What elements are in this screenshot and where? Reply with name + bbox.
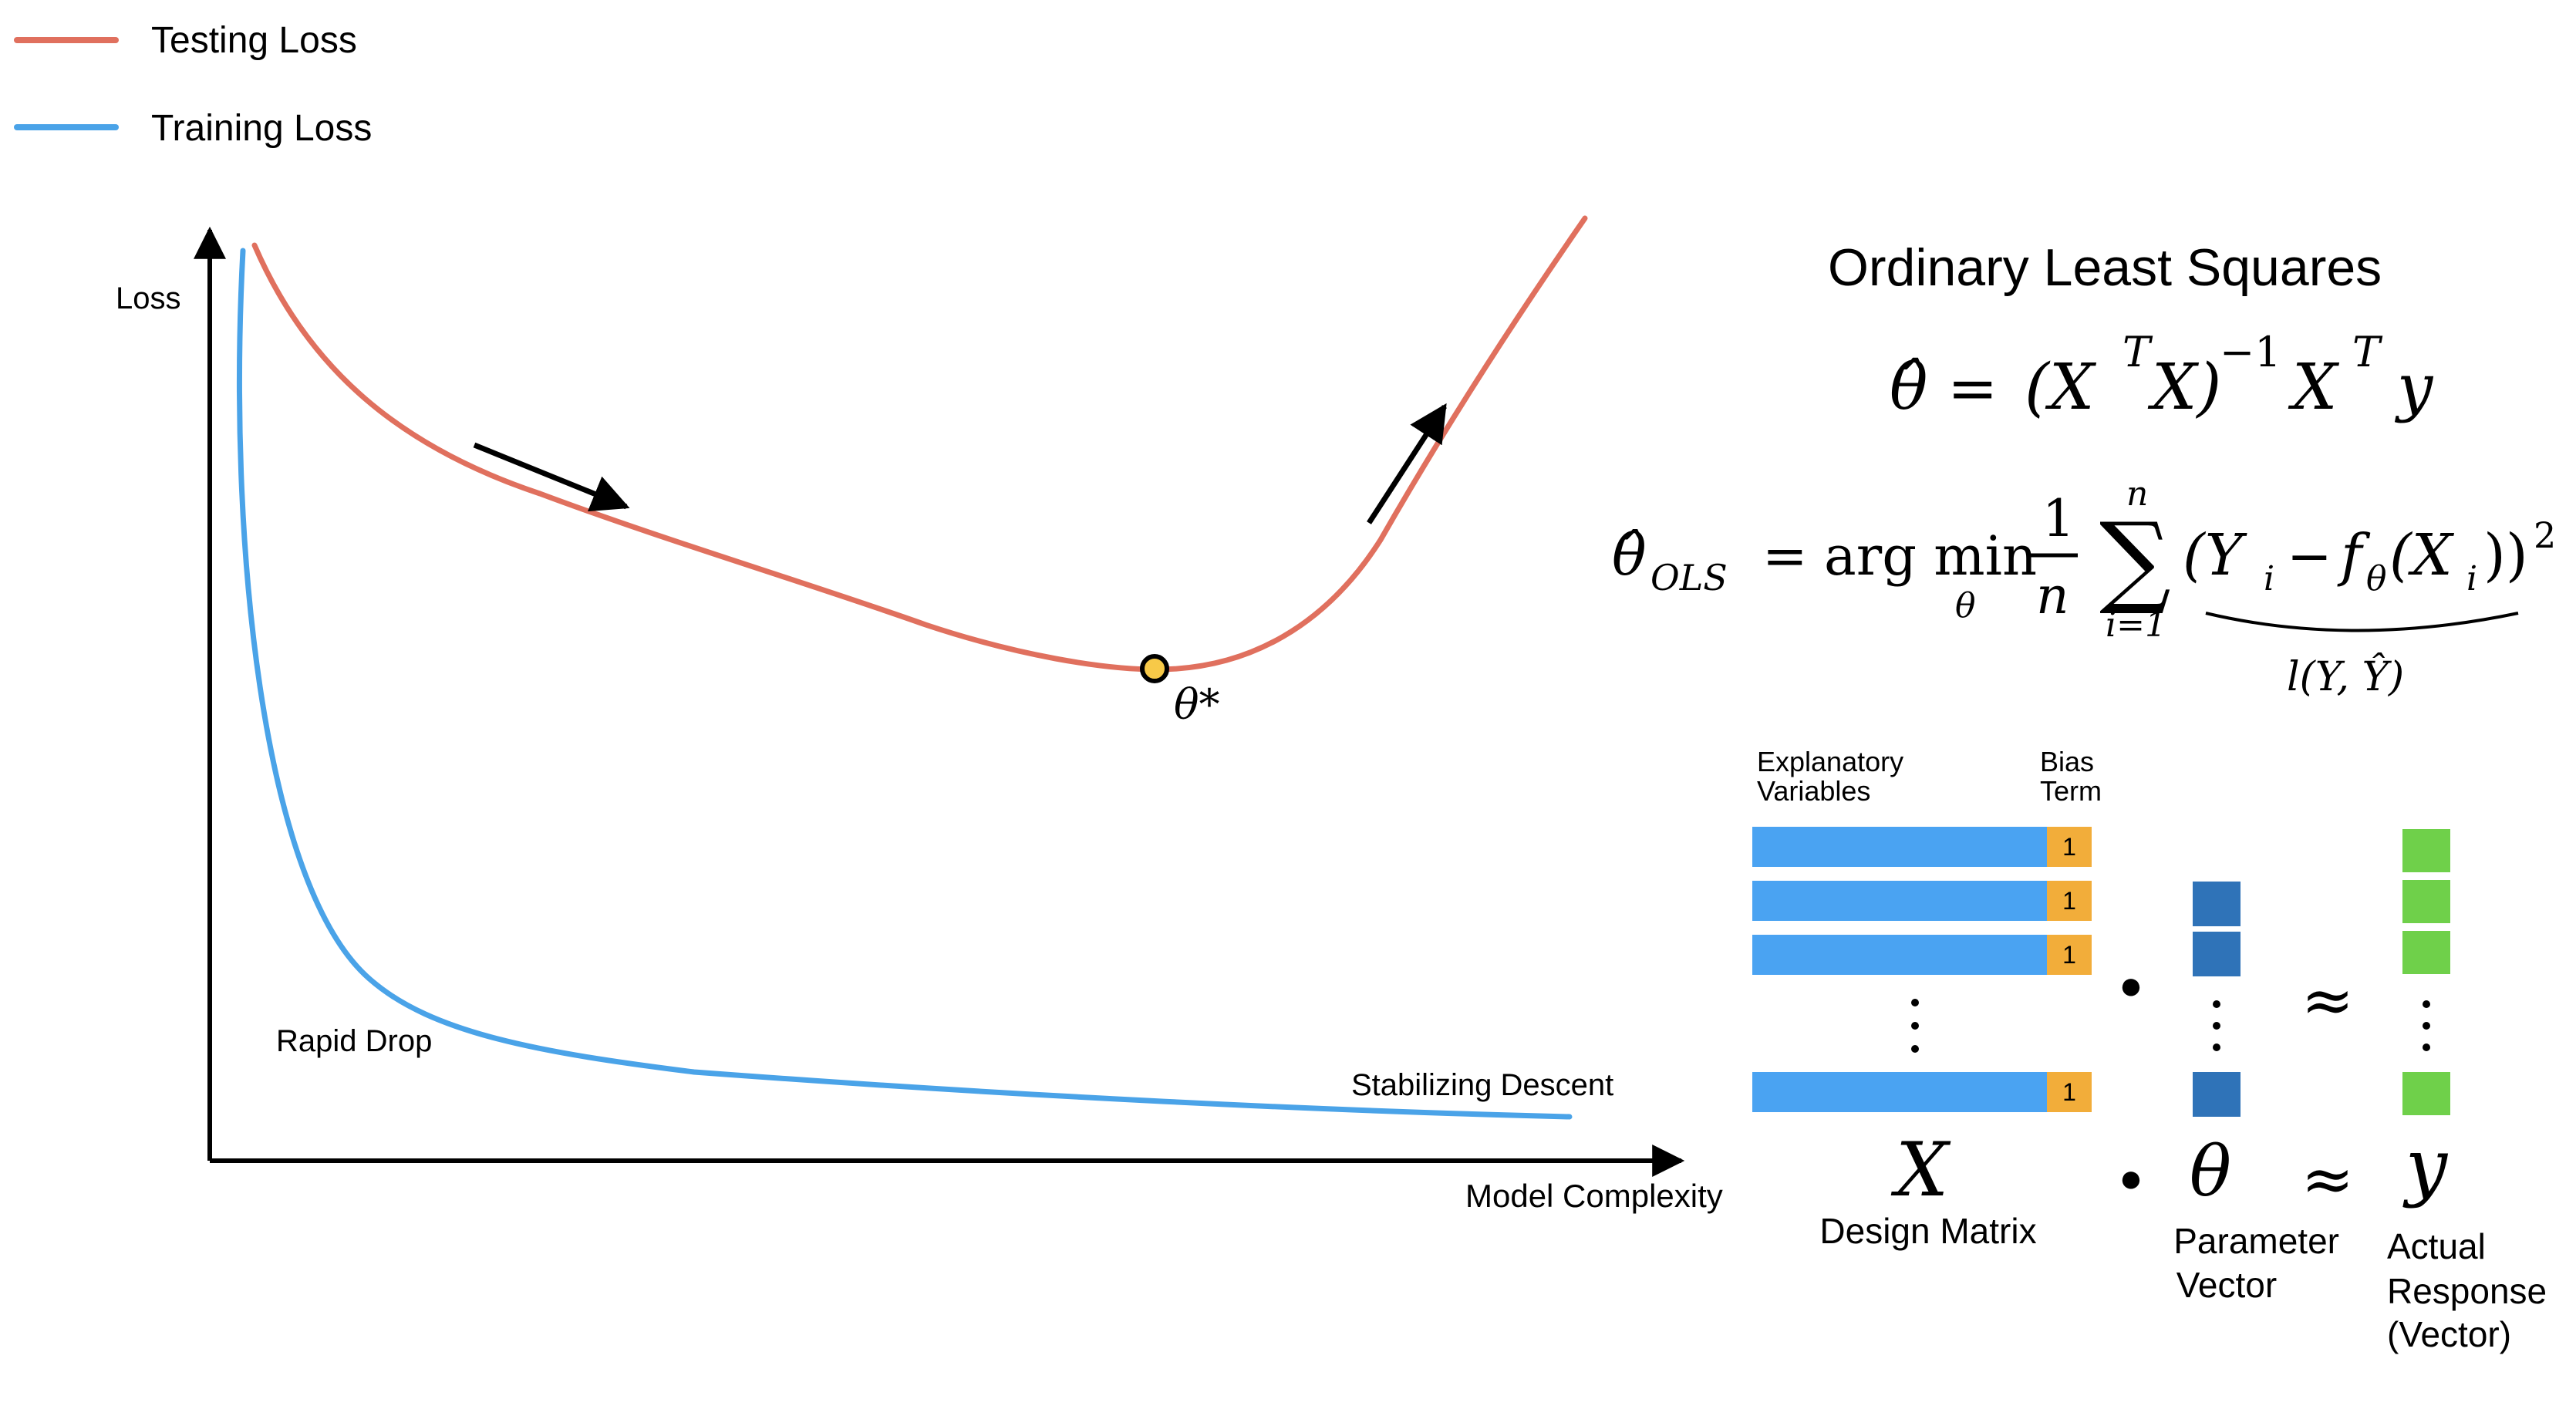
testing-loss-curve	[251, 215, 1588, 673]
stabilizing-descent-label: Stabilizing Descent	[1351, 1068, 1613, 1102]
increasing-trend-arrow	[1367, 403, 1447, 524]
eq2-term-f-sub: θ	[2366, 559, 2387, 598]
design-matrix-row: 1	[1752, 881, 2092, 921]
optimum-label: θ*	[1174, 680, 1220, 729]
eq2-term-sub-i1: i	[2264, 559, 2274, 598]
approx-operator-bottom: ≈	[2301, 1143, 2355, 1216]
legend: Testing Loss Training Loss	[14, 20, 372, 149]
training-loss-curve	[237, 248, 1573, 1120]
eq2-loss-label: l(Y, Ŷ)	[2287, 652, 2404, 700]
eq1-theta-hat: θ̂	[1890, 351, 1927, 424]
design-matrix-row: 1	[1752, 1072, 2092, 1112]
y-symbol: y	[2402, 1123, 2449, 1209]
decreasing-trend-arrow	[473, 442, 630, 512]
eq2-equals: =	[1762, 524, 1808, 588]
parameter-vector	[2193, 882, 2241, 1117]
parameter-vector-caption: Parameter Vector	[2173, 1221, 2349, 1305]
design-matrix: 1 1 1 1	[1752, 827, 2092, 1112]
explanatory-label: Explanatory Variables	[1757, 746, 1911, 807]
eq2-underbrace	[2205, 612, 2519, 632]
eq2-term-minus: −	[2287, 524, 2332, 588]
eq1-mid: X)	[2147, 351, 2221, 424]
ols-title: Ordinary Least Squares	[1828, 238, 2382, 297]
rapid-drop-label: Rapid Drop	[276, 1024, 432, 1058]
x-symbol: X	[1890, 1127, 1951, 1213]
eq1-open: (X	[2025, 351, 2097, 424]
eq2-term-open: (Y	[2183, 522, 2247, 588]
eq1-equals: =	[1947, 354, 1998, 423]
dot-operator-bottom: ●	[2119, 1156, 2143, 1201]
response-vector	[2402, 829, 2450, 1115]
dot-operator-top: ●	[2119, 963, 2143, 1008]
legend-testing-label: Testing Loss	[151, 20, 357, 61]
eq2-term-square: 2	[2534, 514, 2556, 556]
eq2-term-x: (X	[2389, 522, 2455, 588]
x-axis-label: Model Complexity	[1465, 1178, 1723, 1214]
y-axis-label: Loss	[116, 282, 181, 315]
eq1-transpose-2: T	[2352, 328, 2383, 376]
design-matrix-ellipsis	[1911, 999, 1919, 1053]
objective-equation: θ̂ OLS = arg min θ 1 n n ∑ i=1 (Y i − f …	[1612, 474, 2556, 700]
loss-plot: Loss Model Complexity θ* Rapid Drop Stab…	[116, 215, 1723, 1214]
legend-training-label: Training Loss	[151, 108, 372, 149]
eq2-term-close: ))	[2483, 522, 2528, 588]
eq2-argmin-subscript: θ	[1955, 586, 1976, 625]
svg-text:1: 1	[2062, 941, 2076, 969]
theta-symbol: θ	[2190, 1131, 2231, 1212]
matrix-diagram: Explanatory Variables Bias Term 1 1 1	[1752, 746, 2557, 1354]
optimum-point	[1140, 654, 1169, 683]
eq2-sum-symbol: ∑	[2099, 501, 2171, 618]
eq2-sum-bottom: i=1	[2106, 605, 2166, 645]
svg-text:1: 1	[2062, 887, 2076, 915]
svg-text:1: 1	[2062, 1078, 2076, 1106]
design-matrix-row: 1	[1752, 827, 2092, 867]
svg-text:1: 1	[2062, 833, 2076, 861]
eq1-inverse: −1	[2220, 328, 2281, 376]
eq1-y: y	[2394, 351, 2434, 424]
eq2-theta-hat: θ̂	[1612, 522, 1647, 588]
design-matrix-row: 1	[1752, 935, 2092, 975]
eq2-argmin: arg min	[1824, 524, 2037, 588]
eq2-frac-den: n	[2036, 566, 2069, 625]
ols-panel: Ordinary Least Squares θ̂ = (X T X) −1 X…	[1612, 238, 2556, 700]
bias-label: Bias Term	[2040, 746, 2102, 807]
design-matrix-caption: Design Matrix	[1819, 1211, 2036, 1251]
eq1-x: X	[2288, 351, 2340, 424]
eq2-frac-num: 1	[2042, 489, 2075, 548]
closed-form-equation: θ̂ = (X T X) −1 X T y	[1890, 328, 2434, 424]
response-vector-caption: Actual Response (Vector)	[2387, 1226, 2557, 1354]
eq2-term-sub-i2: i	[2466, 559, 2477, 598]
eq1-transpose-1: T	[2123, 328, 2153, 376]
approx-operator-top: ≈	[2301, 964, 2355, 1037]
eq2-ols-subscript: OLS	[1650, 557, 1728, 598]
eq2-sum-top: n	[2126, 474, 2148, 514]
